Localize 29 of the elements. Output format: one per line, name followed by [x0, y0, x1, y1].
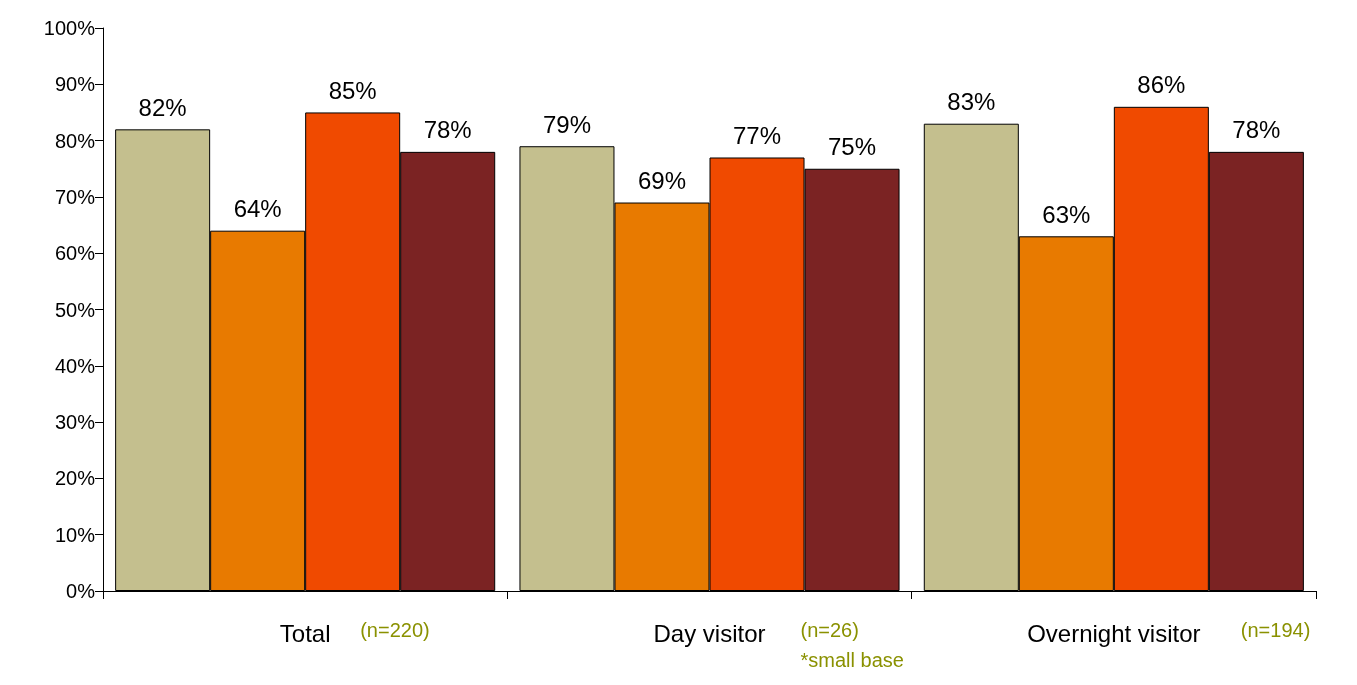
y-tick-label: 30%	[54, 411, 96, 434]
y-tick-label: 50%	[54, 298, 96, 321]
data-label: 78%	[1232, 116, 1281, 144]
x-tick-label: Total	[279, 619, 331, 647]
y-tick-label: 60%	[54, 242, 96, 265]
data-label: 82%	[138, 93, 187, 121]
y-tick-label: 70%	[54, 185, 96, 208]
y-tick-label: 10%	[54, 523, 96, 546]
x-tick-label: Overnight visitor	[1027, 619, 1201, 647]
text: (n=26) *small base	[800, 619, 904, 671]
x-tick-label: Day visitor	[653, 619, 766, 647]
text: (n=194)	[1240, 619, 1311, 641]
data-label: 63%	[1042, 200, 1091, 228]
data-label: 86%	[1137, 71, 1186, 99]
y-tick-label: 40%	[54, 354, 96, 377]
data-label: 85%	[328, 76, 377, 104]
text: (n=220)	[360, 619, 430, 641]
data-label: 75%	[828, 133, 877, 161]
y-tick-label: 0%	[66, 580, 96, 602]
data-label: 78%	[423, 116, 472, 144]
data-label: 77%	[732, 121, 782, 149]
data-label: 83%	[947, 88, 996, 116]
data-label: 79%	[542, 110, 591, 138]
y-tick-label: 80%	[54, 129, 96, 152]
data-label: 64%	[233, 195, 282, 223]
y-tick-label: 100%	[43, 17, 96, 39]
data-label: 69%	[637, 167, 687, 195]
y-tick-label: 90%	[54, 73, 96, 96]
y-tick-label: 20%	[54, 467, 96, 490]
